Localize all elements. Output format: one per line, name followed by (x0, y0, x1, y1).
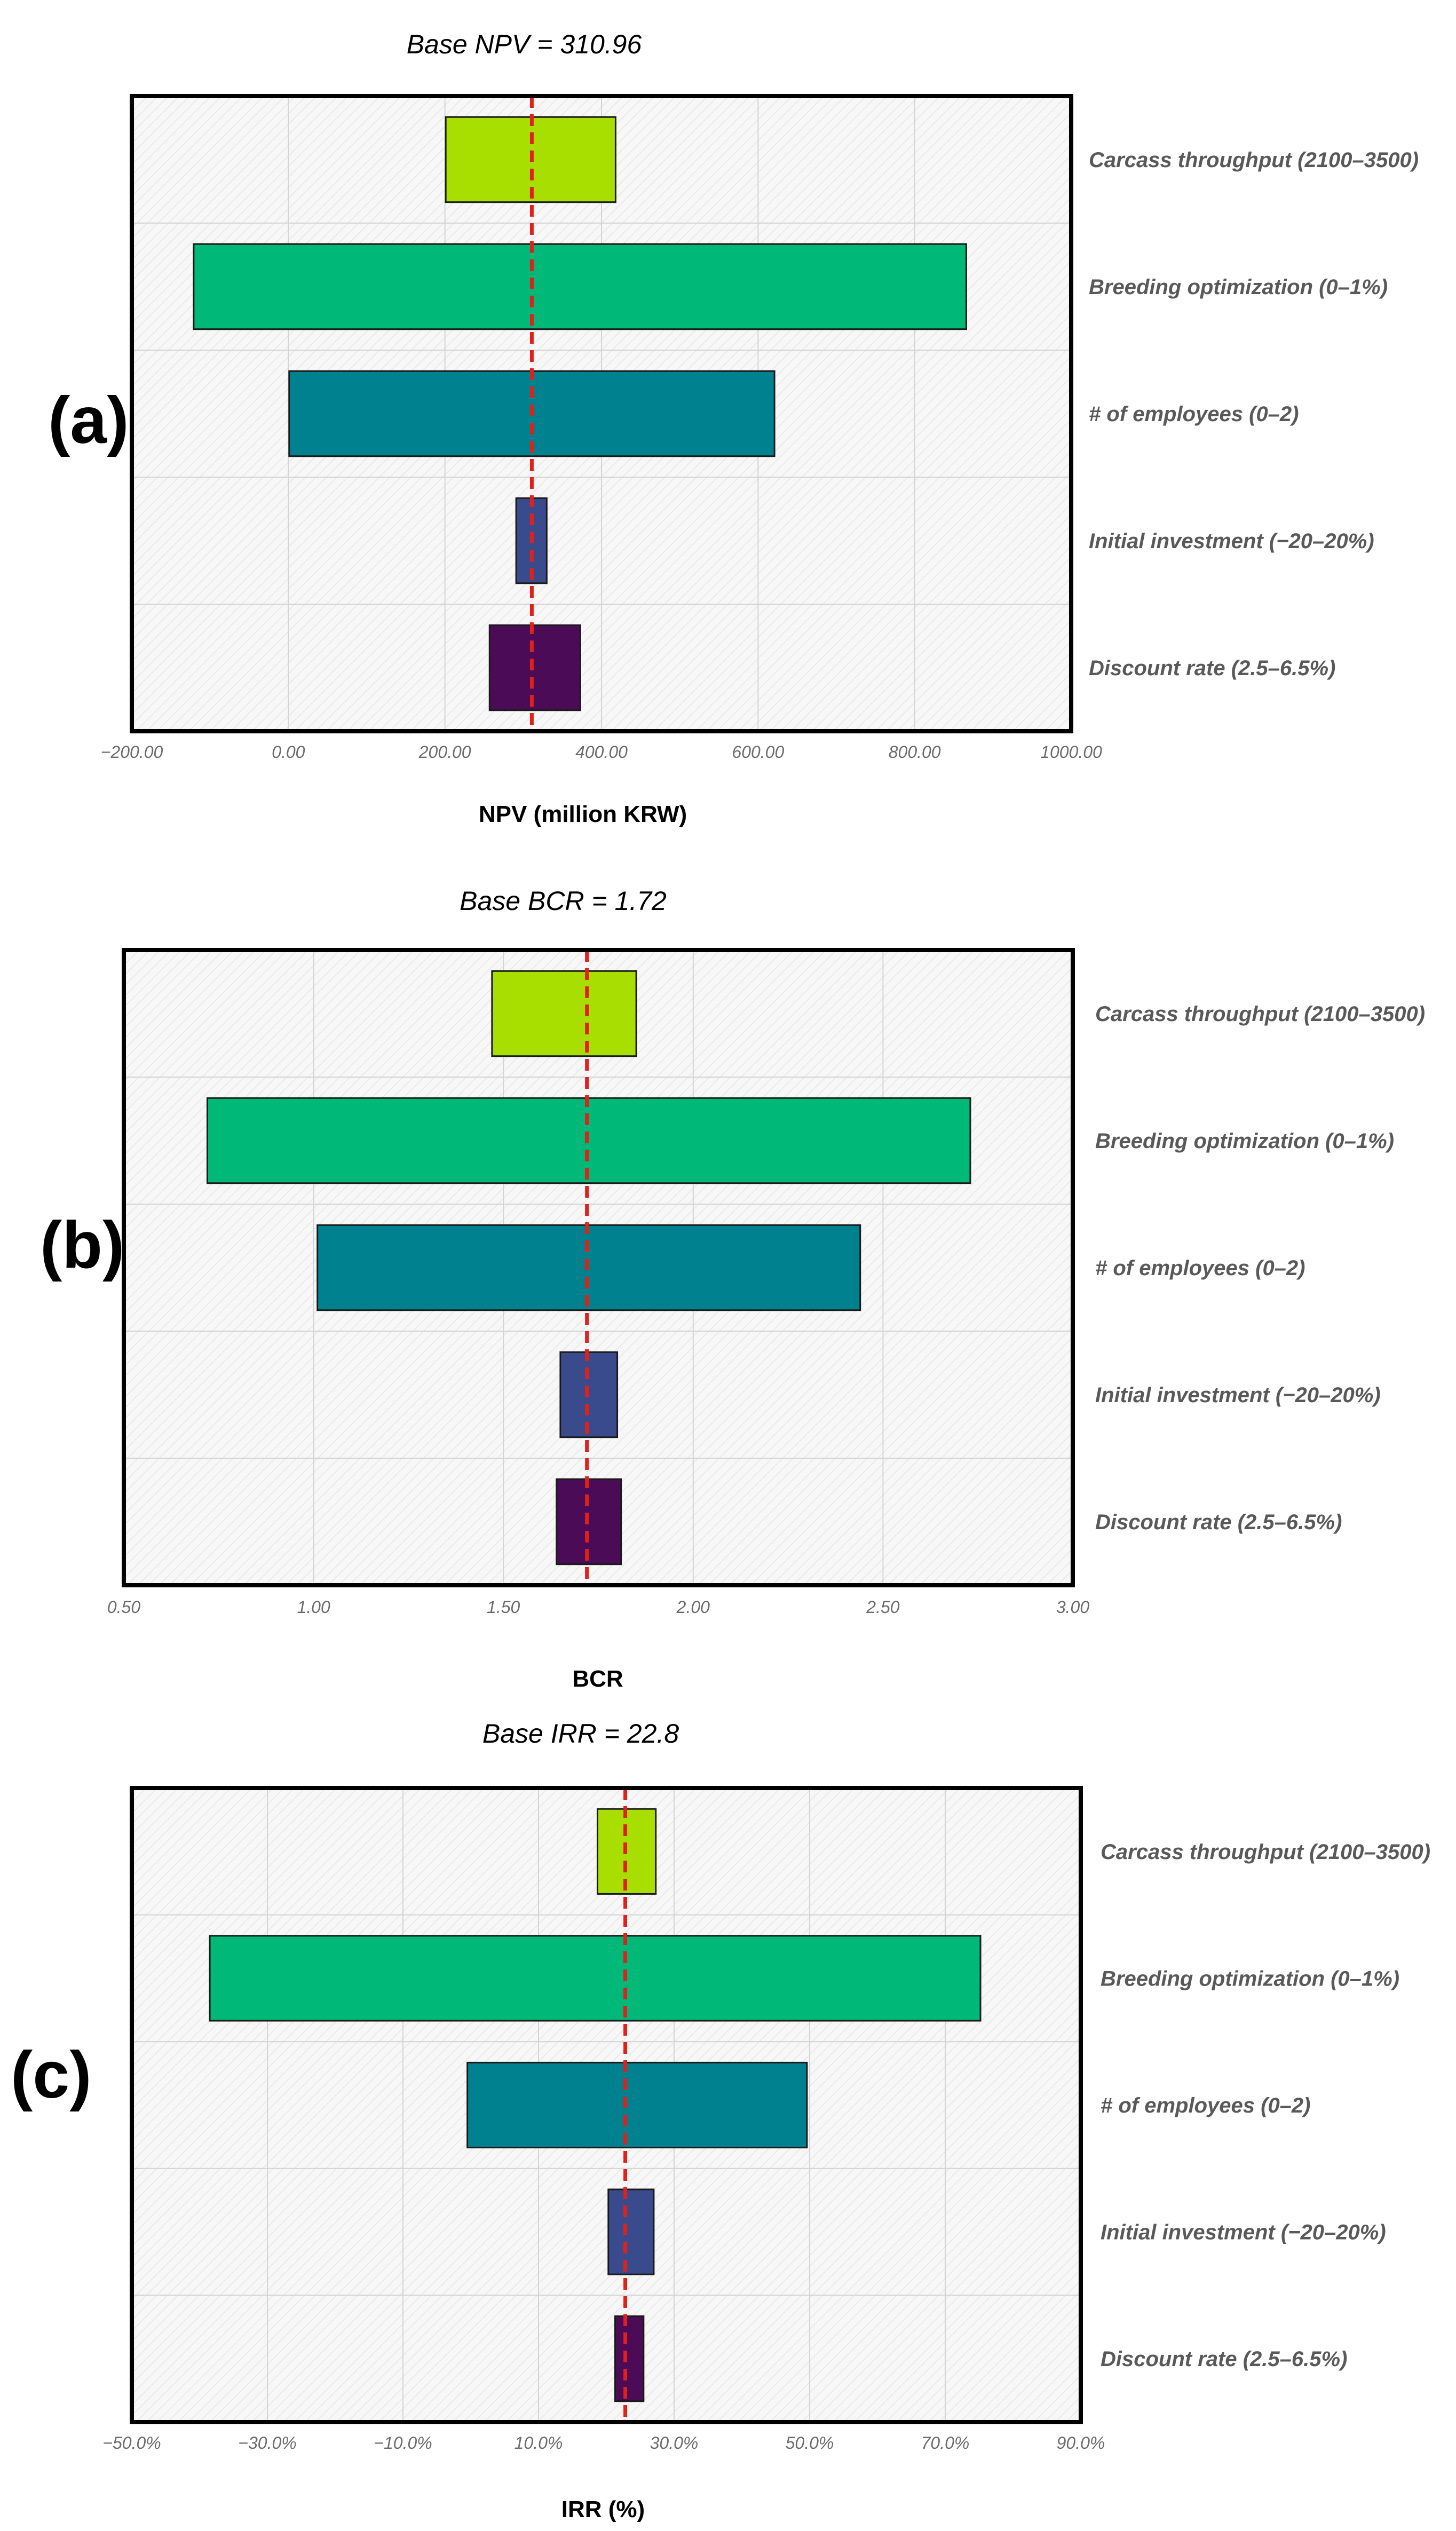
chart-c-frame (130, 1786, 1083, 2424)
chart-a-tick-label-4: 400.00 (575, 742, 628, 762)
chart-c-tick-label-6: 50.0% (786, 2433, 834, 2453)
chart-c-tick-label-3: −10.0% (374, 2433, 432, 2453)
chart-b-category-labels: Carcass throughput (2100–3500) Breeding o… (1095, 1002, 1425, 1534)
chart-c-bar-3 (466, 2061, 808, 2149)
chart-c-category-label-4: Initial investment (−20–20%) (1101, 2221, 1386, 2244)
panel-c-label: (c) (11, 2038, 92, 2112)
chart-b-category-label-4: Initial investment (−20–20%) (1095, 1383, 1381, 1407)
chart-a-category-label-4: Initial investment (−20–20%) (1089, 529, 1374, 553)
chart-c-tick-label-4: 10.0% (515, 2433, 563, 2453)
chart-c-category-label-1: Carcass throughput (2100–3500) (1101, 1840, 1430, 1864)
panel-c: (c) Base IRR = 22.8 Carcass throughput (… (11, 1719, 1430, 2522)
chart-b-tick-label-4: 2.00 (676, 1597, 710, 1617)
chart-c-bar-2 (209, 1935, 982, 2022)
chart-b-category-label-3: # of employees (0–2) (1095, 1256, 1305, 1280)
chart-b-x-axis-label: BCR (572, 1666, 623, 1692)
chart-b-tick-label-3: 1.50 (487, 1597, 520, 1617)
chart-b-bar-2 (206, 1097, 971, 1184)
chart-c-tick-label-1: −50.0% (102, 2433, 161, 2453)
panel-b-label: (b) (40, 1208, 124, 1282)
chart-a-bar-5 (488, 624, 581, 711)
chart-c-tick-label-8: 90.0% (1057, 2433, 1105, 2453)
chart-b-bar-3 (316, 1224, 861, 1311)
chart-b-category-label-2: Breeding optimization (0–1%) (1095, 1129, 1394, 1153)
chart-b-bars (206, 970, 971, 1565)
chart-c-x-axis-label: IRR (%) (561, 2496, 645, 2522)
chart-b-tick-label-2: 1.00 (297, 1597, 330, 1617)
chart-c-bars (209, 1808, 982, 2402)
chart-c-category-label-3: # of employees (0–2) (1101, 2094, 1311, 2117)
chart-a-category-label-3: # of employees (0–2) (1089, 402, 1299, 426)
chart-a-category-label-2: Breeding optimization (0–1%) (1089, 275, 1388, 299)
chart-c-bar-4 (607, 2188, 655, 2275)
chart-a-tick-label-6: 800.00 (889, 742, 941, 762)
chart-c-category-label-2: Breeding optimization (0–1%) (1101, 1967, 1399, 1990)
chart-c-tick-label-2: −30.0% (238, 2433, 296, 2453)
chart-a-tick-label-2: 0.00 (272, 742, 305, 762)
chart-c-bar-5 (614, 2315, 645, 2402)
chart-a-x-axis-label: NPV (million KRW) (479, 801, 687, 827)
chart-b-category-label-1: Carcass throughput (2100–3500) (1095, 1002, 1425, 1026)
chart-b-bar-4 (559, 1351, 619, 1438)
chart-c-category-labels: Carcass throughput (2100–3500) Breeding o… (1101, 1840, 1430, 2371)
chart-c-title: Base IRR = 22.8 (482, 1719, 679, 1749)
panel-b: (b) Base BCR = 1.72 Carcass throughput (… (40, 886, 1425, 1692)
chart-c-tick-label-5: 30.0% (650, 2433, 699, 2453)
chart-a-bar-2 (193, 243, 967, 330)
chart-a-category-label-1: Carcass throughput (2100–3500) (1089, 148, 1419, 172)
chart-b-tick-labels: 0.50 1.00 1.50 2.00 2.50 3.00 (107, 1597, 1089, 1617)
chart-b-title: Base BCR = 1.72 (460, 886, 667, 916)
chart-c-tick-label-7: 70.0% (921, 2433, 970, 2453)
chart-a-tick-label-1: −200.00 (101, 742, 163, 762)
panel-a-label: (a) (48, 384, 129, 457)
chart-a-tick-label-5: 600.00 (732, 742, 784, 762)
panel-a: (a) Base NPV = 310.96 Carcass throughput… (48, 29, 1419, 827)
chart-a-frame (130, 94, 1073, 733)
chart-b-tick-label-5: 2.50 (866, 1597, 899, 1617)
chart-b-bar-5 (556, 1478, 622, 1565)
chart-b-category-label-5: Discount rate (2.5–6.5%) (1095, 1510, 1342, 1534)
chart-b-tick-label-6: 3.00 (1056, 1597, 1089, 1617)
chart-b-tick-label-1: 0.50 (107, 1597, 140, 1617)
chart-a-title: Base NPV = 310.96 (407, 29, 642, 59)
chart-a-tick-labels: −200.00 0.00 200.00 400.00 600.00 800.00 1000.… (101, 742, 1102, 762)
chart-a-tick-label-7: 1000.00 (1040, 742, 1102, 762)
chart-a-category-label-5: Discount rate (2.5–6.5%) (1089, 657, 1335, 680)
chart-a-category-labels: Carcass throughput (2100–3500) Breeding o… (1089, 148, 1419, 680)
chart-a-tick-label-3: 200.00 (418, 742, 471, 762)
chart-c-category-label-5: Discount rate (2.5–6.5%) (1101, 2347, 1347, 2371)
chart-c-tick-labels: −50.0% −30.0% −10.0% 10.0% 30.0% 50.0% 70.0% 90… (102, 2433, 1105, 2453)
chart-b-bar-1 (491, 970, 637, 1057)
chart-b-frame (122, 948, 1075, 1587)
